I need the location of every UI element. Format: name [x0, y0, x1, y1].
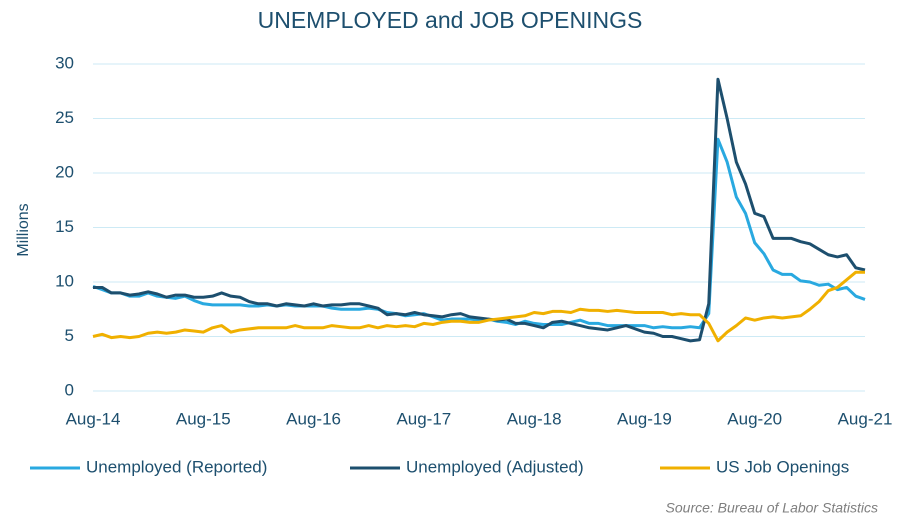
x-tick-label: Aug-21 [838, 409, 893, 428]
x-tick-label: Aug-20 [727, 409, 782, 428]
y-tick-label: 5 [65, 326, 74, 345]
y-tick-label: 15 [55, 217, 74, 236]
legend-label: Unemployed (Reported) [86, 457, 267, 476]
x-tick-label: Aug-14 [66, 409, 121, 428]
line-series [93, 77, 866, 343]
y-tick-label: 0 [65, 380, 74, 399]
y-tick-label: 10 [55, 271, 74, 290]
chart-title: UNEMPLOYED and JOB OPENINGS [258, 7, 643, 33]
y-tick-label: 30 [55, 53, 74, 72]
line-series [92, 137, 866, 330]
line-series [92, 270, 865, 343]
x-tick-label: Aug-16 [286, 409, 341, 428]
legend-label: Unemployed (Adjusted) [406, 457, 584, 476]
y-tick-label: 20 [55, 162, 74, 181]
x-tick-label: Aug-17 [396, 409, 451, 428]
source-note: Source: Bureau of Labor Statistics [666, 500, 878, 516]
y-axis-label: Millions [15, 203, 32, 256]
legend-label: US Job Openings [716, 457, 849, 476]
x-tick-label: Aug-19 [617, 409, 672, 428]
x-tick-label: Aug-15 [176, 409, 231, 428]
y-tick-label: 25 [55, 108, 74, 127]
x-tick-label: Aug-18 [507, 409, 562, 428]
